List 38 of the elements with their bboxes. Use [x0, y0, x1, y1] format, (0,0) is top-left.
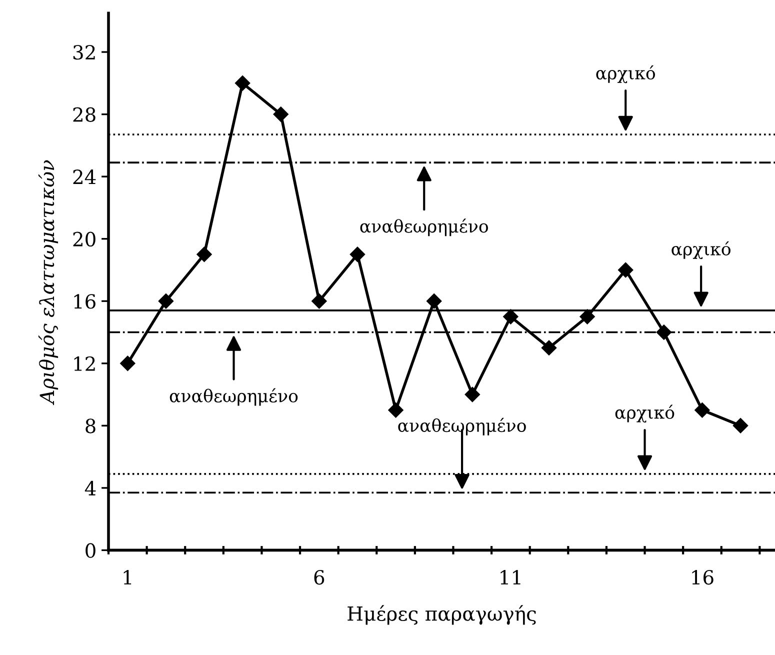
- ref-line-label: αναθεωρημένο: [360, 218, 488, 236]
- y-tick-label: 28: [73, 107, 96, 122]
- y-tick-label: 24: [73, 170, 96, 184]
- point: [234, 76, 250, 91]
- point: [694, 402, 710, 418]
- y-tick-label: 16: [74, 294, 96, 309]
- point: [388, 402, 404, 418]
- point: [541, 340, 557, 356]
- point: [350, 246, 366, 262]
- ref-line-label: αρχικό: [596, 65, 656, 84]
- x-tick-label: 16: [692, 570, 714, 585]
- y-tick-label: 32: [73, 44, 95, 60]
- point: [426, 294, 442, 309]
- point: [580, 309, 595, 324]
- point: [158, 294, 174, 309]
- point: [618, 262, 634, 278]
- point: [503, 309, 518, 324]
- x-tick-label: 6: [314, 570, 324, 585]
- y-axis-title: Αριθμός ελαττωματικών: [38, 160, 58, 406]
- ref-line-label: αρχικό: [615, 404, 674, 423]
- y-tick-label: 20: [73, 232, 96, 246]
- ref-line-label: αρχικό: [672, 241, 730, 260]
- point: [273, 106, 288, 122]
- y-tick-label: 8: [86, 418, 96, 434]
- x-axis-title: Ημέρες παραγωγής: [348, 605, 536, 625]
- point: [464, 386, 480, 402]
- y-tick-label: 0: [86, 543, 96, 558]
- point: [732, 418, 748, 434]
- y-tick-label: 4: [84, 480, 96, 496]
- point: [312, 294, 327, 309]
- ref-line-label: αναθεωρημένο: [170, 388, 298, 406]
- x-tick-label: 1: [124, 570, 132, 584]
- y-tick-label: 12: [74, 356, 95, 371]
- x-tick-label: 11: [500, 570, 520, 584]
- point: [656, 324, 672, 340]
- point: [120, 356, 136, 371]
- point: [196, 246, 212, 262]
- ref-line-label: αναθεωρημένο: [398, 418, 526, 436]
